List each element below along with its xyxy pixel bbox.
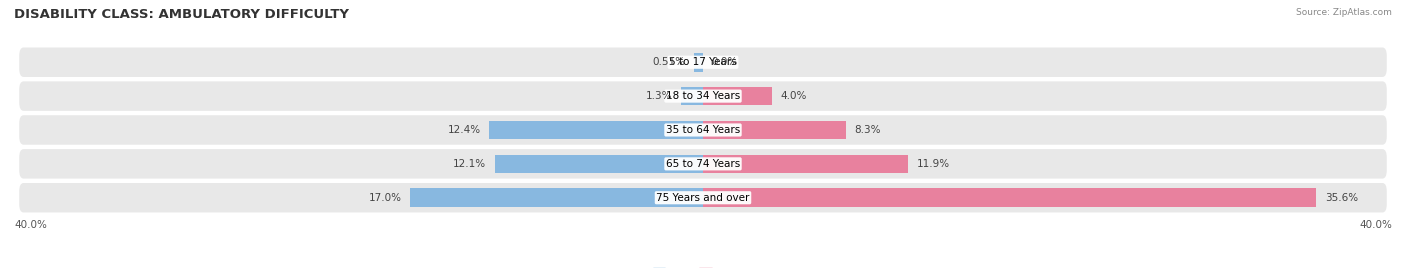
Bar bbox=[703, 155, 908, 173]
Bar bbox=[411, 188, 703, 207]
Bar bbox=[489, 121, 703, 139]
Text: 4.0%: 4.0% bbox=[780, 91, 807, 101]
Bar bbox=[681, 87, 703, 105]
Text: 12.4%: 12.4% bbox=[447, 125, 481, 135]
Legend: Male, Female: Male, Female bbox=[648, 264, 758, 268]
FancyBboxPatch shape bbox=[20, 47, 1386, 77]
FancyBboxPatch shape bbox=[20, 183, 1386, 213]
Text: 5 to 17 Years: 5 to 17 Years bbox=[669, 57, 737, 67]
Bar bbox=[703, 87, 772, 105]
Text: 18 to 34 Years: 18 to 34 Years bbox=[666, 91, 740, 101]
Text: 12.1%: 12.1% bbox=[453, 159, 486, 169]
Bar bbox=[695, 53, 703, 72]
Bar bbox=[703, 188, 1316, 207]
Text: 35 to 64 Years: 35 to 64 Years bbox=[666, 125, 740, 135]
Text: 0.51%: 0.51% bbox=[652, 57, 686, 67]
Text: 40.0%: 40.0% bbox=[14, 220, 46, 230]
Text: 17.0%: 17.0% bbox=[368, 193, 402, 203]
Text: 8.3%: 8.3% bbox=[855, 125, 882, 135]
Text: 1.3%: 1.3% bbox=[645, 91, 672, 101]
Bar bbox=[703, 121, 846, 139]
Text: 75 Years and over: 75 Years and over bbox=[657, 193, 749, 203]
Text: 11.9%: 11.9% bbox=[917, 159, 949, 169]
FancyBboxPatch shape bbox=[20, 115, 1386, 145]
Text: DISABILITY CLASS: AMBULATORY DIFFICULTY: DISABILITY CLASS: AMBULATORY DIFFICULTY bbox=[14, 8, 349, 21]
Text: 0.0%: 0.0% bbox=[711, 57, 738, 67]
Text: Source: ZipAtlas.com: Source: ZipAtlas.com bbox=[1296, 8, 1392, 17]
Text: 65 to 74 Years: 65 to 74 Years bbox=[666, 159, 740, 169]
FancyBboxPatch shape bbox=[20, 81, 1386, 111]
Text: 40.0%: 40.0% bbox=[1360, 220, 1392, 230]
Bar bbox=[495, 155, 703, 173]
Text: 35.6%: 35.6% bbox=[1324, 193, 1358, 203]
FancyBboxPatch shape bbox=[20, 149, 1386, 178]
